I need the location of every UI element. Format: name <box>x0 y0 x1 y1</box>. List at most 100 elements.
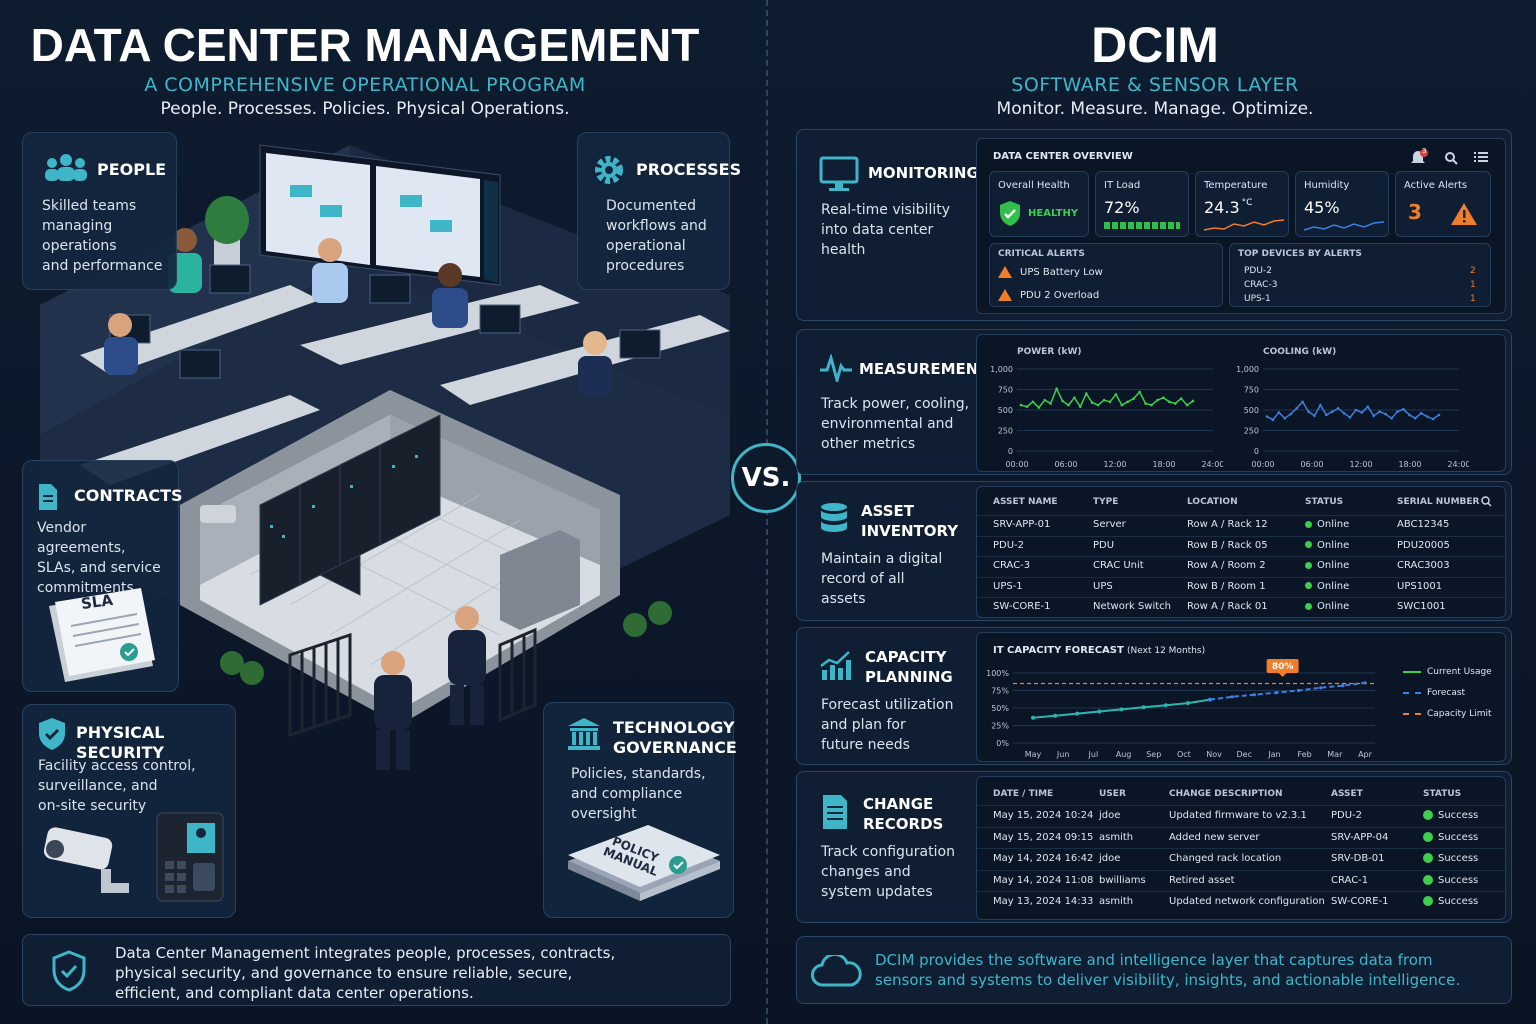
forecast-point <box>1341 684 1345 688</box>
current-usage-point <box>1053 713 1058 718</box>
power-point <box>1114 393 1118 396</box>
asset-cell: Row B / Rack 05 <box>1187 539 1268 551</box>
cooling-point <box>1419 411 1423 415</box>
growth-chart-icon <box>820 651 851 680</box>
capacity-callout-box <box>1266 659 1299 673</box>
bell-icon[interactable] <box>1409 149 1431 165</box>
power-point <box>1191 399 1195 403</box>
forecast-point <box>1208 698 1212 702</box>
asset-row[interactable]: PDU-2 PDU Row B / Rack 05 Online PDU20005 <box>977 535 1507 554</box>
people-card: PEOPLE Skilled teams managing operations a… <box>22 132 177 290</box>
asset-cell: Network Switch <box>1093 601 1171 612</box>
online-status-dot <box>1305 561 1312 569</box>
access-control-keypad-icon <box>156 812 224 902</box>
asset-cell: PDU <box>1093 539 1115 551</box>
current-usage-point <box>1163 703 1168 708</box>
capacity-x-tick: May <box>1025 750 1042 759</box>
asset-cell: Online <box>1305 560 1349 571</box>
change-row[interactable]: May 13, 2024 14:33 asmith Updated network … <box>977 891 1507 911</box>
power-point <box>1150 403 1153 407</box>
change-row[interactable]: May 14, 2024 11:08 bwilliams Retired asset… <box>977 869 1507 890</box>
critical-alert-item[interactable]: UPS Battery Low <box>998 266 1103 278</box>
search-icon[interactable] <box>1444 151 1458 165</box>
measurement-title: MEASUREMENT <box>859 360 989 378</box>
document-icon <box>39 484 57 510</box>
records-document-icon <box>823 795 847 829</box>
asset-cell: UPS1001 <box>1397 580 1443 592</box>
forecast-point <box>1363 681 1367 685</box>
legend-swatch <box>1403 712 1421 715</box>
measurement-desc: Track power, cooling, environmental and ot… <box>821 396 970 452</box>
table-search-icon[interactable] <box>1481 496 1492 507</box>
power-point <box>1096 403 1100 407</box>
left-summary-box: Data Center Management integrates people… <box>22 934 731 1006</box>
change-cell: Changed rack location <box>1169 853 1282 865</box>
capacity-legend-item: Capacity Limit <box>1403 709 1492 719</box>
change-cell: Updated network configuration <box>1169 896 1325 908</box>
people-desc: Skilled teams managing operations and perf… <box>42 198 163 274</box>
asset-row[interactable]: SRV-APP-01 Server Row A / Rack 12 Online ABC… <box>977 515 1507 533</box>
asset-row[interactable]: SW-CORE-1 Network Switch Row A / Rack 01 On… <box>977 597 1507 615</box>
power-point <box>1138 390 1141 394</box>
wall-camera <box>200 505 236 523</box>
notification-count: 3 <box>1422 147 1427 155</box>
gear-icon <box>595 156 623 184</box>
forecast-line <box>1209 681 1366 701</box>
asset-cell: UPS <box>1093 580 1113 592</box>
power-y-tick: 1,000 <box>990 365 1013 374</box>
change-cell: May 14, 2024 16:42 <box>993 853 1094 865</box>
capacity-x-tick: Jun <box>1056 750 1070 759</box>
change-cell: SRV-DB-01 <box>1331 853 1385 865</box>
asset-inventory-desc: Maintain a digital record of all assets <box>821 551 943 607</box>
capacity-x-tick: Jan <box>1267 750 1280 759</box>
asset-cell: Row B / Room 1 <box>1187 580 1266 592</box>
cooling-point <box>1408 413 1411 417</box>
cloud-icon <box>811 955 862 987</box>
power-point <box>1132 397 1135 400</box>
humidity-tile: Humidity 45% <box>1295 171 1389 237</box>
capacity-x-tick: Dec <box>1237 750 1252 759</box>
contracts-desc: Vendor agreements, SLAs, and service commi… <box>37 520 161 596</box>
contracts-title: CONTRACTS <box>74 486 183 505</box>
capacity-planning-desc: Forecast utilization and plan for future n… <box>821 697 954 753</box>
power-chart: 1,000 750 500 250 0 00:00 06:00 12:00 18:00 24:00 <box>990 365 1223 469</box>
cooling-point <box>1437 413 1441 417</box>
capacity-y-tick: 0% <box>996 739 1009 748</box>
change-cell: SRV-APP-04 <box>1331 831 1389 843</box>
physical-security-desc: Facility access control, surveillance, an… <box>38 758 196 814</box>
change-cell: bwilliams <box>1099 874 1146 886</box>
asset-inventory-title: ASSET INVENTORY <box>861 502 959 540</box>
cooling-point <box>1425 415 1429 418</box>
cooling-y-tick: 500 <box>1244 406 1259 415</box>
power-series-line <box>1020 386 1194 409</box>
asset-inventory-panel: ASSET INVENTORY Maintain a digital record … <box>796 481 1512 621</box>
sla-document-icon <box>49 588 155 682</box>
change-cell: PDU-2 <box>1331 810 1363 821</box>
critical-alert-item[interactable]: PDU 2 Overload <box>998 289 1099 301</box>
change-cell: jdoe <box>1099 853 1121 865</box>
change-cell: May 15, 2024 09:15 <box>993 831 1094 843</box>
processes-card: PROCESSES Documented workflows and operat… <box>577 132 741 290</box>
asset-table: ASSET NAME TYPE LOCATION STATUS SERIAL N… <box>976 486 1507 618</box>
security-guards <box>374 606 486 770</box>
power-y-tick: 500 <box>998 406 1013 415</box>
cooling-y-tick: 1,000 <box>1236 365 1259 374</box>
power-point <box>1084 392 1088 395</box>
asset-row[interactable]: CRAC-3 CRAC Unit Row A / Room 2 Online CRAC3… <box>977 556 1507 574</box>
list-menu-icon[interactable] <box>1474 151 1488 163</box>
capacity-planning-panel: CAPACITY PLANNING Forecast utilization and… <box>796 627 1512 765</box>
asset-row[interactable]: UPS-1 UPS Row B / Room 1 Online UPS1001 <box>977 576 1507 595</box>
legend-swatch <box>1403 670 1421 673</box>
physical-security-title: PHYSICAL SECURITY <box>76 723 165 762</box>
capacity-legend-item: Current Usage <box>1403 667 1492 677</box>
power-x-tick: 06:00 <box>1054 460 1077 469</box>
people-icon <box>45 154 87 181</box>
power-y-tick: 750 <box>998 386 1013 395</box>
power-point <box>1173 402 1177 405</box>
success-check-icon <box>1423 810 1433 820</box>
change-row[interactable]: May 14, 2024 16:42 jdoe Changed rack locat… <box>977 848 1507 868</box>
cooling-point <box>1295 407 1298 410</box>
capacity-x-tick: Apr <box>1358 750 1373 759</box>
change-row[interactable]: May 15, 2024 10:24 jdoe Updated firmware t… <box>977 805 1507 825</box>
change-row[interactable]: May 15, 2024 09:15 asmith Added new server… <box>977 826 1507 847</box>
